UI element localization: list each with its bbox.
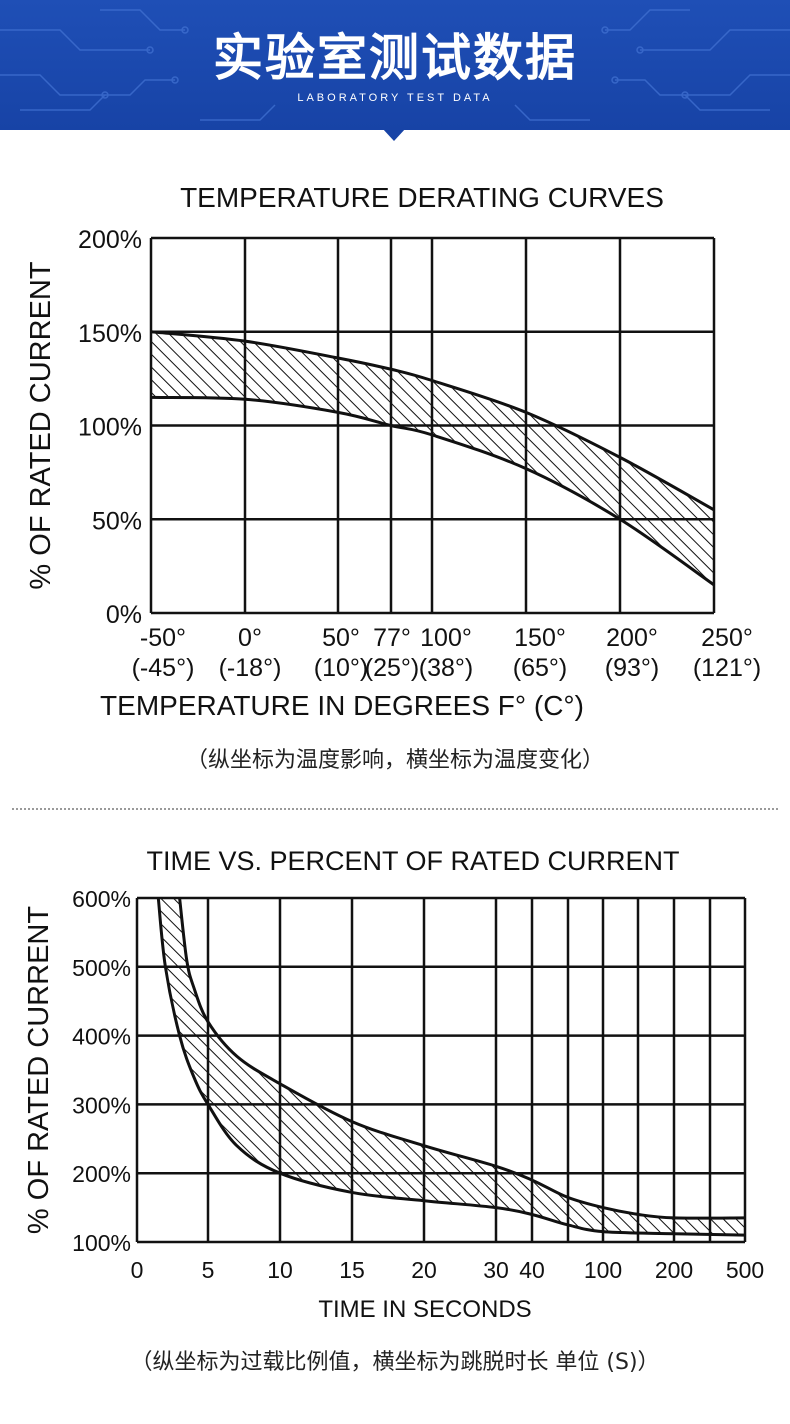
time-vs-current-chart: TIME VS. PERCENT OF RATED CURRENT % OF RA… — [23, 846, 764, 1323]
chart2-y-axis-label: % OF RATED CURRENT — [23, 906, 55, 1234]
chart2-y-tick-label: 400% — [72, 1024, 131, 1050]
chart1-y-axis-label: % OF RATED CURRENT — [25, 261, 57, 589]
chart1-x-tick-sublabel: (-18°) — [219, 654, 282, 682]
chart2-x-axis-label: TIME IN SECONDS — [318, 1296, 531, 1323]
chart2-title: TIME VS. PERCENT OF RATED CURRENT — [146, 846, 679, 876]
chart1-x-tick-sublabel: (93°) — [605, 654, 659, 682]
chart1-title: TEMPERATURE DERATING CURVES — [180, 182, 664, 213]
chart2-y-tick-label: 100% — [72, 1230, 131, 1256]
chart1-y-tick-label: 200% — [78, 226, 142, 254]
chart2-series-upper — [178, 897, 746, 1220]
chart1-x-tick-sublabel: (121°) — [693, 654, 761, 682]
chart2-x-tick-label: 30 — [483, 1257, 509, 1283]
chart2-note: （纵坐标为过载比例值，横坐标为跳脱时长 单位 (S)） — [130, 1350, 660, 1375]
chart2-x-tick-label: 15 — [339, 1257, 365, 1283]
chart1-x-tick-label: 50° — [322, 624, 360, 652]
chart1-x-tick-label: 150° — [514, 624, 566, 652]
chart1-x-tick-sublabel: (10°) — [314, 654, 368, 682]
chart1-x-tick-label: 77° — [373, 624, 411, 652]
temperature-derating-chart: TEMPERATURE DERATING CURVES % OF RATED CU… — [25, 182, 761, 721]
chart2-x-tick-label: 5 — [202, 1257, 215, 1283]
chart1-x-tick-sublabel: (38°) — [419, 654, 473, 682]
section-divider — [12, 808, 778, 810]
chart1-x-tick-label: -50° — [140, 624, 186, 652]
chart2-x-tick-label: 40 — [519, 1257, 545, 1283]
chart1-x-tick-sublabel: (25°) — [365, 654, 419, 682]
chart2-y-tick-label: 500% — [72, 955, 131, 981]
chart1-x-tick-label: 200° — [606, 624, 658, 652]
chart1-band-fill — [151, 331, 714, 585]
chart2-y-tick-label: 600% — [72, 886, 131, 912]
chart1-x-tick-label: 100° — [420, 624, 472, 652]
chart1-y-tick-label: 150% — [78, 320, 142, 348]
chart1-note: （纵坐标为温度影响，横坐标为温度变化） — [185, 748, 604, 773]
chart1-y-tick-label: 50% — [92, 507, 142, 535]
chart1-y-tick-label: 100% — [78, 414, 142, 442]
circuit-pattern — [0, 9, 790, 121]
chart2-x-tick-label: 200 — [655, 1257, 693, 1283]
chart1-x-axis-label: TEMPERATURE IN DEGREES F° (C°) — [100, 690, 584, 721]
chart2-band-fill — [158, 898, 746, 1236]
chart1-series-upper — [150, 330, 715, 512]
chart2-x-tick-label: 0 — [131, 1257, 144, 1283]
chart2-series-lower — [156, 897, 746, 1237]
chart2-y-tick-label: 300% — [72, 1092, 131, 1118]
chart2-x-tick-label: 100 — [584, 1257, 622, 1283]
chart2-x-tick-label: 20 — [411, 1257, 437, 1283]
chart2-x-tick-label: 500 — [726, 1257, 764, 1283]
chart2-x-tick-label: 10 — [267, 1257, 293, 1283]
header-banner: 实验室测试数据 LABORATORY TEST DATA — [0, 0, 790, 130]
chart1-y-tick-label: 0% — [106, 601, 142, 629]
chart1-x-tick-sublabel: (-45°) — [132, 654, 195, 682]
banner-subtitle: LABORATORY TEST DATA — [297, 92, 493, 104]
banner-title: 实验室测试数据 — [213, 29, 577, 87]
chart1-x-tick-sublabel: (65°) — [513, 654, 567, 682]
banner-notch — [382, 128, 406, 141]
chart1-series-lower — [150, 395, 715, 587]
chart1-x-tick-label: 250° — [701, 624, 753, 652]
chart2-y-tick-label: 200% — [72, 1161, 131, 1187]
chart1-x-tick-label: 0° — [238, 624, 262, 652]
